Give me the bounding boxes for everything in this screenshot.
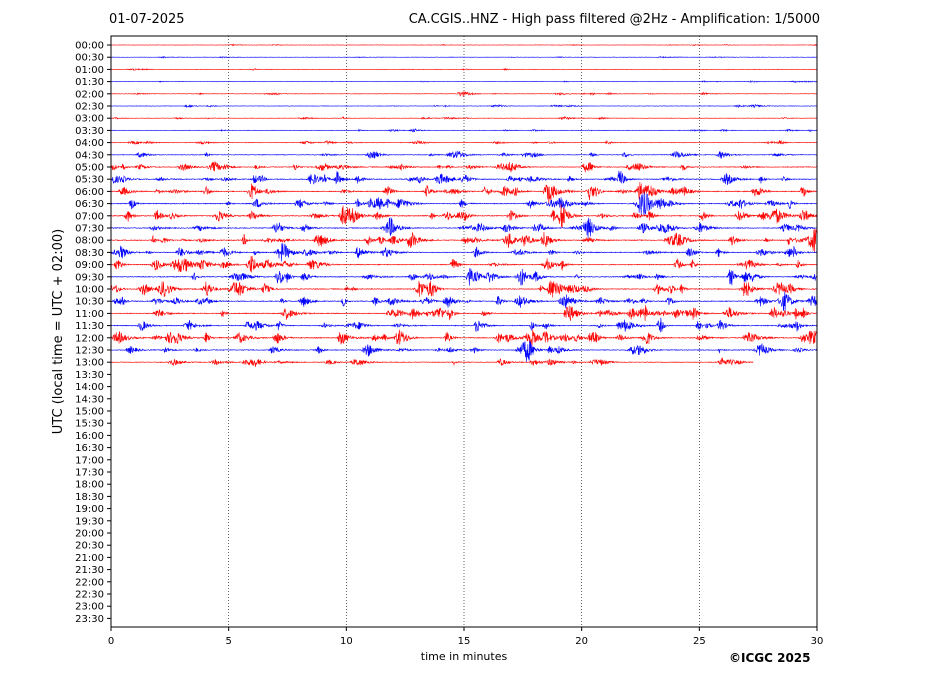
y-tick-label: 19:30	[75, 516, 104, 527]
trace-row-0130	[110, 79, 818, 84]
trace-row-1200	[110, 329, 818, 347]
y-tick-label: 19:00	[75, 504, 104, 515]
x-tick-label: 25	[693, 636, 706, 647]
x-tick-label: 0	[108, 636, 114, 647]
trace-row-0330	[110, 128, 817, 133]
trace-row-0100	[110, 67, 818, 72]
y-tick-label: 06:30	[75, 199, 104, 210]
y-tick-label: 17:00	[75, 455, 104, 466]
trace-row-0630	[110, 192, 818, 216]
y-tick-label: 12:30	[75, 346, 104, 357]
y-tick-label: 03:30	[75, 126, 104, 137]
y-tick-label: 15:30	[75, 419, 104, 430]
trace-series	[110, 43, 818, 367]
y-tick-label: 22:00	[75, 577, 104, 588]
trace-row-1130	[110, 317, 818, 333]
date-label: 01-07-2025	[109, 12, 185, 27]
y-axis-label: UTC (local time = UTC + 02:00)	[51, 229, 66, 434]
y-tick-label: 11:00	[75, 309, 104, 320]
plot-frame	[110, 35, 818, 628]
y-tick-label: 10:30	[75, 297, 104, 308]
y-tick-label: 08:30	[75, 248, 104, 259]
y-tick-label: 20:00	[75, 529, 104, 540]
trace-row-0700	[110, 204, 818, 228]
trace-row-1030	[110, 291, 818, 312]
trace-row-0300	[110, 116, 818, 121]
y-tick-label: 01:00	[75, 65, 104, 76]
x-tick-label: 5	[225, 636, 231, 647]
trace-row-1300	[110, 357, 754, 367]
trace-row-0800	[110, 229, 818, 253]
y-tick-label: 07:30	[75, 224, 104, 235]
y-tick-label: 21:00	[75, 553, 104, 564]
trace-row-0400	[110, 139, 817, 145]
trace-row-0430	[110, 150, 818, 159]
y-tick-label: 02:00	[75, 89, 104, 100]
y-tick-label: 04:30	[75, 150, 104, 161]
y-tick-label: 06:00	[75, 187, 104, 198]
y-tick-label: 04:00	[75, 138, 104, 149]
y-tick-label: 08:00	[75, 236, 104, 247]
y-tick-label: 20:30	[75, 541, 104, 552]
trace-row-0200	[110, 91, 818, 97]
trace-row-0030	[110, 55, 817, 59]
x-tick-labels: 0 5 10 15 20 25 30	[108, 627, 824, 647]
y-tick-label: 11:30	[75, 321, 104, 332]
x-tick-label: 10	[340, 636, 353, 647]
trace-row-1230	[110, 340, 818, 362]
x-tick-label: 30	[811, 636, 824, 647]
y-tick-label: 07:00	[75, 211, 104, 222]
y-tick-label: 13:00	[75, 358, 104, 369]
trace-row-1100	[110, 305, 818, 321]
y-tick-label: 09:30	[75, 272, 104, 283]
y-tick-label: 00:00	[75, 41, 104, 52]
trace-row-0000	[110, 43, 818, 47]
trace-row-0730	[110, 217, 818, 239]
trace-row-0930	[110, 268, 818, 286]
x-axis-label: time in minutes	[421, 650, 508, 663]
trace-row-0600	[110, 182, 817, 205]
x-tick-label: 20	[575, 636, 588, 647]
y-tick-label: 14:30	[75, 394, 104, 405]
y-tick-label: 00:30	[75, 53, 104, 64]
y-tick-label: 15:00	[75, 407, 104, 418]
y-tick-label: 05:30	[75, 175, 104, 186]
copyright-label: ©ICGC 2025	[729, 651, 811, 665]
y-tick-label: 17:30	[75, 468, 104, 479]
trace-row-1000	[110, 280, 818, 298]
trace-row-0830	[110, 243, 818, 262]
y-tick-label: 23:00	[75, 602, 104, 613]
trace-row-0900	[110, 255, 818, 273]
x-tick-label: 15	[458, 636, 471, 647]
trace-row-0230	[110, 104, 818, 109]
y-tick-label: 16:00	[75, 431, 104, 442]
y-tick-label: 10:00	[75, 285, 104, 296]
trace-row-0530	[110, 170, 818, 186]
y-tick-label: 12:00	[75, 333, 104, 344]
y-tick-label: 14:00	[75, 382, 104, 393]
grid-lines	[228, 36, 700, 627]
y-tick-label: 22:30	[75, 590, 104, 601]
y-tick-label: 18:00	[75, 480, 104, 491]
y-tick-label: 21:30	[75, 565, 104, 576]
y-tick-label: 02:30	[75, 102, 104, 113]
y-tick-label: 01:30	[75, 77, 104, 88]
y-tick-label: 23:30	[75, 614, 104, 625]
y-tick-label: 16:30	[75, 443, 104, 454]
y-tick-label: 05:00	[75, 163, 104, 174]
chart-title: CA.CGIS..HNZ - High pass filtered @2Hz -…	[408, 12, 820, 27]
y-tick-label: 13:30	[75, 370, 104, 381]
y-tick-label: 18:30	[75, 492, 104, 503]
y-tick-label: 03:00	[75, 114, 104, 125]
y-tick-label: 09:00	[75, 260, 104, 271]
trace-row-0500	[110, 161, 818, 173]
